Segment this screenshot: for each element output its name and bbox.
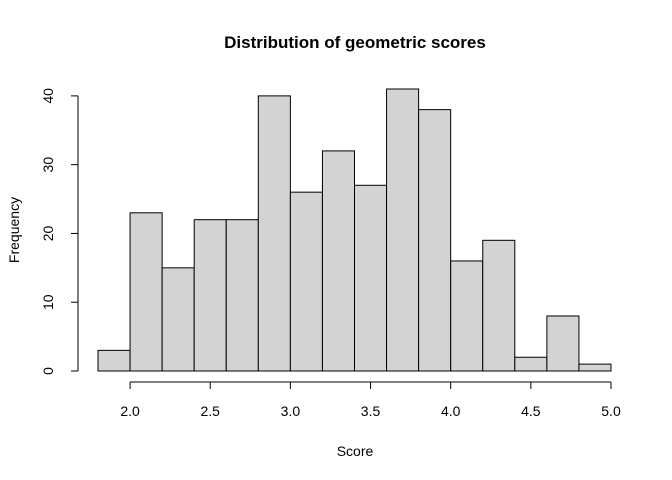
- y-axis-label: Frequency: [6, 197, 22, 263]
- y-tick-label: 0: [40, 367, 56, 375]
- histogram-bar: [450, 260, 484, 372]
- y-tick-label: 20: [40, 225, 56, 241]
- histogram-bar: [482, 239, 516, 372]
- y-tick-label: 40: [40, 88, 56, 104]
- x-tick-label: 4.0: [441, 403, 461, 419]
- x-tick-label: 5.0: [601, 403, 621, 419]
- x-tick-label: 2.0: [120, 403, 140, 419]
- chart-title: Distribution of geometric scores: [224, 33, 486, 52]
- histogram-bar: [354, 184, 388, 372]
- x-tick-label: 2.5: [200, 403, 220, 419]
- histogram-bar: [578, 363, 612, 372]
- histogram-bar: [321, 150, 355, 372]
- histogram-bar: [418, 109, 452, 372]
- y-axis: 0 10 20 30 40: [40, 88, 79, 375]
- histogram-bar: [193, 219, 227, 372]
- x-tick-label: 3.0: [281, 403, 301, 419]
- histogram-bar: [129, 212, 163, 372]
- y-tick-label: 30: [40, 157, 56, 173]
- x-axis-label: Score: [337, 443, 374, 459]
- histogram-bar: [97, 349, 131, 372]
- histogram-bar: [225, 219, 259, 372]
- x-tick-label: 3.5: [361, 403, 381, 419]
- histogram-bar: [514, 356, 548, 372]
- histogram-bar: [289, 191, 323, 372]
- x-tick-label: 4.5: [521, 403, 541, 419]
- histogram-bar: [386, 88, 420, 372]
- x-axis: 2.0 2.5 3.0 3.5 4.0 4.5 5.0: [120, 381, 621, 419]
- y-tick-label: 10: [40, 294, 56, 310]
- bars-group: [97, 88, 612, 372]
- histogram-bar: [546, 315, 580, 372]
- histogram-bar: [257, 95, 291, 372]
- histogram-bar: [161, 267, 195, 372]
